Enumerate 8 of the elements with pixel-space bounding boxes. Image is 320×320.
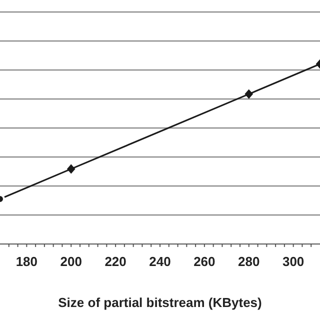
- x-tick-label: 280: [238, 254, 260, 270]
- x-tick-label: 240: [149, 254, 171, 270]
- x-tick-label: 260: [194, 254, 216, 270]
- x-tick-label: 180: [16, 254, 38, 270]
- x-tick-label: 200: [60, 254, 82, 270]
- x-axis-title: Size of partial bitstream (KBytes): [58, 295, 262, 310]
- x-tick-label: 300: [282, 254, 304, 270]
- x-tick-label: 220: [104, 254, 126, 270]
